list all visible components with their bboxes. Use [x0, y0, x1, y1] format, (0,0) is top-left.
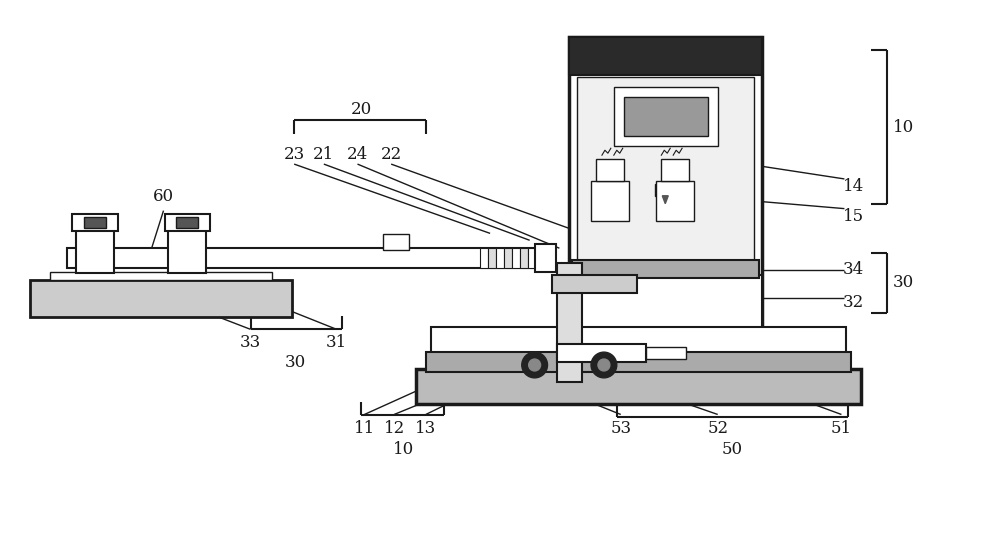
Bar [572, 260, 759, 278]
Bar [165, 214, 210, 231]
Bar [426, 352, 851, 372]
Bar [30, 280, 292, 317]
Bar [383, 235, 409, 250]
Bar [569, 38, 762, 349]
Bar [614, 87, 718, 146]
Bar [72, 214, 118, 231]
Bar [520, 248, 528, 268]
Bar [50, 272, 272, 280]
Circle shape [522, 352, 548, 378]
Bar [84, 217, 106, 229]
Text: 32: 32 [843, 294, 864, 311]
Bar [168, 218, 206, 273]
Text: 34: 34 [843, 261, 864, 279]
Text: 31: 31 [326, 334, 347, 351]
Text: 50: 50 [722, 441, 743, 458]
Text: 33: 33 [240, 334, 261, 351]
Text: 12: 12 [383, 420, 405, 437]
Text: 52: 52 [707, 420, 728, 437]
Text: 13: 13 [415, 420, 436, 437]
Bar [596, 159, 624, 181]
Text: 10: 10 [393, 441, 415, 458]
Circle shape [529, 359, 541, 371]
Text: 20: 20 [351, 101, 372, 118]
Circle shape [591, 352, 617, 378]
Bar [624, 97, 708, 137]
Bar [656, 181, 694, 221]
Bar [67, 248, 545, 268]
Bar [569, 275, 762, 349]
Text: 15: 15 [843, 208, 864, 225]
Text: 30: 30 [893, 274, 914, 292]
Bar [591, 181, 629, 221]
Bar [488, 248, 496, 268]
Text: 30: 30 [285, 353, 306, 371]
Polygon shape [662, 196, 668, 204]
Text: 11: 11 [354, 420, 375, 437]
Bar [431, 328, 846, 357]
Text: 23: 23 [284, 146, 305, 162]
Bar [577, 77, 754, 270]
Text: 24: 24 [347, 146, 368, 162]
Bar [504, 248, 512, 268]
Bar [661, 159, 689, 181]
Bar [552, 275, 637, 293]
Text: 22: 22 [381, 146, 402, 162]
Bar [528, 248, 536, 268]
Bar [569, 38, 762, 75]
Text: 14: 14 [843, 179, 864, 195]
Text: 60: 60 [153, 188, 174, 206]
Bar [176, 217, 198, 229]
Text: 10: 10 [893, 119, 914, 136]
Bar [76, 218, 114, 273]
Bar [512, 248, 520, 268]
Bar [535, 244, 556, 272]
Bar [557, 344, 646, 362]
Bar [646, 347, 686, 359]
Text: 21: 21 [313, 146, 334, 162]
Bar [655, 184, 675, 196]
Bar [480, 248, 488, 268]
Bar [557, 263, 582, 382]
Circle shape [598, 359, 610, 371]
Text: 51: 51 [831, 420, 852, 437]
Text: 53: 53 [610, 420, 631, 437]
Bar [496, 248, 504, 268]
Bar [416, 369, 861, 404]
